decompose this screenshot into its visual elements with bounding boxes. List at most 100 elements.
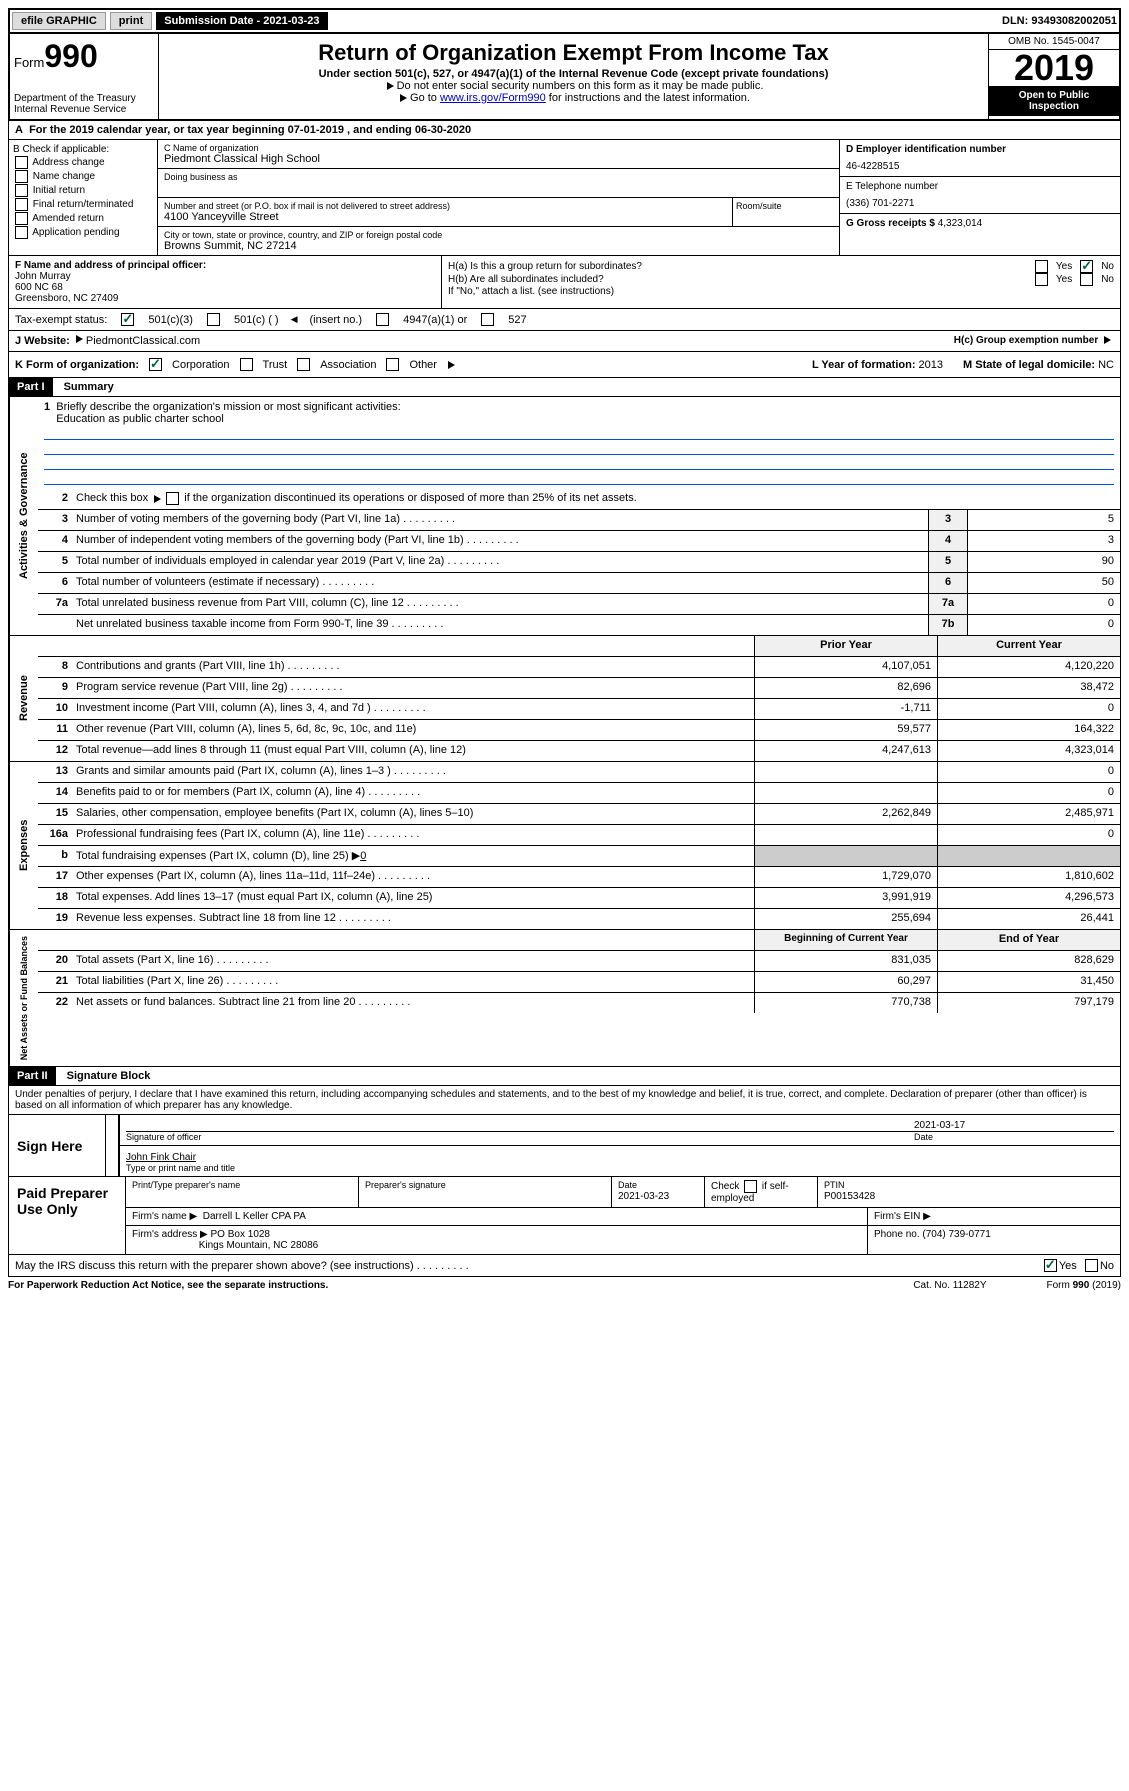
4947-checkbox[interactable] [376, 313, 389, 326]
begin-year-header: Beginning of Current Year [754, 930, 937, 950]
governance-label: Activities & Governance [9, 397, 38, 635]
officer-name: John Murray [15, 271, 435, 282]
line5-val: 90 [967, 552, 1120, 572]
phone-value: (336) 701-2271 [846, 198, 1114, 209]
revenue-label: Revenue [9, 636, 38, 761]
mission-text: Education as public charter school [56, 413, 224, 425]
dept-treasury: Department of the Treasury [14, 93, 154, 104]
org-info-section: B Check if applicable: Address change Na… [8, 140, 1121, 256]
instructions-link[interactable]: www.irs.gov/Form990 [440, 92, 546, 104]
open-to-public: Open to Public Inspection [989, 86, 1119, 116]
firm-addr1: PO Box 1028 [211, 1229, 270, 1240]
form-number: Form990 [14, 38, 154, 75]
gross-receipts-label: G Gross receipts $ [846, 218, 938, 229]
expenses-label: Expenses [9, 762, 38, 929]
501c-checkbox[interactable] [207, 313, 220, 326]
officer-printed-name: John Fink Chair [126, 1152, 196, 1163]
gross-receipts-value: 4,323,014 [938, 218, 983, 229]
room-suite: Room/suite [732, 198, 839, 226]
top-bar: efile GRAPHIC print Submission Date - 20… [8, 8, 1121, 34]
officer-addr2: Greensboro, NC 27409 [15, 293, 435, 304]
prior-year-header: Prior Year [754, 636, 937, 656]
paperwork-notice: For Paperwork Reduction Act Notice, see … [8, 1280, 328, 1291]
firm-ein-label: Firm's EIN ▶ [868, 1208, 1120, 1225]
cat-no: Cat. No. 11282Y [913, 1280, 986, 1291]
discuss-no-checkbox[interactable] [1085, 1259, 1098, 1272]
tax-period: A For the 2019 calendar year, or tax yea… [8, 121, 1121, 140]
net-assets-label: Net Assets or Fund Balances [9, 930, 38, 1066]
irs-label: Internal Revenue Service [14, 104, 154, 115]
trust-checkbox[interactable] [240, 358, 253, 371]
state-domicile: NC [1098, 359, 1114, 371]
hb-no-checkbox[interactable] [1080, 273, 1093, 286]
tax-status-label: Tax-exempt status: [15, 314, 107, 326]
line7b-val: 0 [967, 615, 1120, 635]
phone-label: E Telephone number [846, 181, 1114, 192]
corp-checkbox[interactable] [149, 358, 162, 371]
firm-name: Darrell L Keller CPA PA [203, 1211, 306, 1222]
paid-preparer-label: Paid Preparer Use Only [9, 1177, 126, 1254]
form-version: Form 990 (2019) [1047, 1280, 1121, 1291]
city-label: City or town, state or province, country… [164, 230, 833, 240]
perjury-disclaimer: Under penalties of perjury, I declare th… [9, 1086, 1120, 1115]
dba-label: Doing business as [164, 172, 833, 182]
signature-section: Under penalties of perjury, I declare th… [8, 1086, 1121, 1255]
ein-label: D Employer identification number [846, 144, 1114, 155]
discuss-yes-checkbox[interactable] [1044, 1259, 1057, 1272]
part1-title: Summary [56, 378, 122, 396]
website-row: J Website: PiedmontClassical.com H(c) Gr… [8, 331, 1121, 352]
address-change-checkbox[interactable] [15, 156, 28, 169]
line6-val: 50 [967, 573, 1120, 593]
ptin-value: P00153428 [824, 1191, 875, 1202]
street-label: Number and street (or P.O. box if mail i… [164, 201, 726, 211]
amended-return-checkbox[interactable] [15, 212, 28, 225]
ha-label: H(a) Is this a group return for subordin… [448, 261, 1027, 272]
net-assets-section: Net Assets or Fund Balances Beginning of… [8, 930, 1121, 1067]
check-if-applicable: B Check if applicable: [13, 144, 153, 155]
527-checkbox[interactable] [481, 313, 494, 326]
preparer-date: 2021-03-23 [618, 1191, 669, 1202]
other-checkbox[interactable] [386, 358, 399, 371]
current-year-header: Current Year [937, 636, 1120, 656]
name-change-checkbox[interactable] [15, 170, 28, 183]
website-value: PiedmontClassical.com [86, 335, 200, 347]
part2-header: Part II [9, 1067, 56, 1085]
form-header: Form990 Department of the Treasury Inter… [8, 34, 1121, 121]
discontinued-checkbox[interactable] [166, 492, 179, 505]
final-return-checkbox[interactable] [15, 198, 28, 211]
initial-return-checkbox[interactable] [15, 184, 28, 197]
firm-phone: (704) 739-0771 [922, 1229, 990, 1240]
org-name-label: C Name of organization [164, 143, 833, 153]
line4-val: 3 [967, 531, 1120, 551]
officer-addr1: 600 NC 68 [15, 282, 435, 293]
firm-addr2: Kings Mountain, NC 28086 [199, 1240, 319, 1251]
ein-value: 46-4228515 [846, 161, 1114, 172]
application-pending-checkbox[interactable] [15, 226, 28, 239]
self-employed-checkbox[interactable] [744, 1180, 757, 1193]
assoc-checkbox[interactable] [297, 358, 310, 371]
form-subtitle: Under section 501(c), 527, or 4947(a)(1)… [163, 68, 984, 80]
mission-prompt: Briefly describe the organization's miss… [56, 401, 400, 413]
hb-note: If "No," attach a list. (see instruction… [448, 286, 1114, 297]
ha-no-checkbox[interactable] [1080, 260, 1093, 273]
dln: DLN: 93493082002051 [1002, 15, 1117, 27]
501c3-checkbox[interactable] [121, 313, 134, 326]
triangle-icon [400, 94, 407, 102]
governance-section: Activities & Governance 1 Briefly descri… [8, 397, 1121, 636]
ha-yes-checkbox[interactable] [1035, 260, 1048, 273]
print-button[interactable]: print [110, 12, 152, 30]
expenses-section: Expenses 13Grants and similar amounts pa… [8, 762, 1121, 930]
street-address: 4100 Yanceyville Street [164, 211, 726, 223]
tax-year: 2019 [989, 50, 1119, 86]
part2-title: Signature Block [59, 1067, 159, 1085]
revenue-section: Revenue Prior YearCurrent Year 8Contribu… [8, 636, 1121, 762]
footer: For Paperwork Reduction Act Notice, see … [8, 1277, 1121, 1294]
form-title: Return of Organization Exempt From Incom… [163, 40, 984, 66]
hb-yes-checkbox[interactable] [1035, 273, 1048, 286]
line7a-val: 0 [967, 594, 1120, 614]
sign-here-label: Sign Here [9, 1115, 106, 1176]
city-state-zip: Browns Summit, NC 27214 [164, 240, 833, 252]
line2: Check this box if the organization disco… [76, 492, 637, 504]
efile-button[interactable]: efile GRAPHIC [12, 12, 106, 30]
end-year-header: End of Year [937, 930, 1120, 950]
